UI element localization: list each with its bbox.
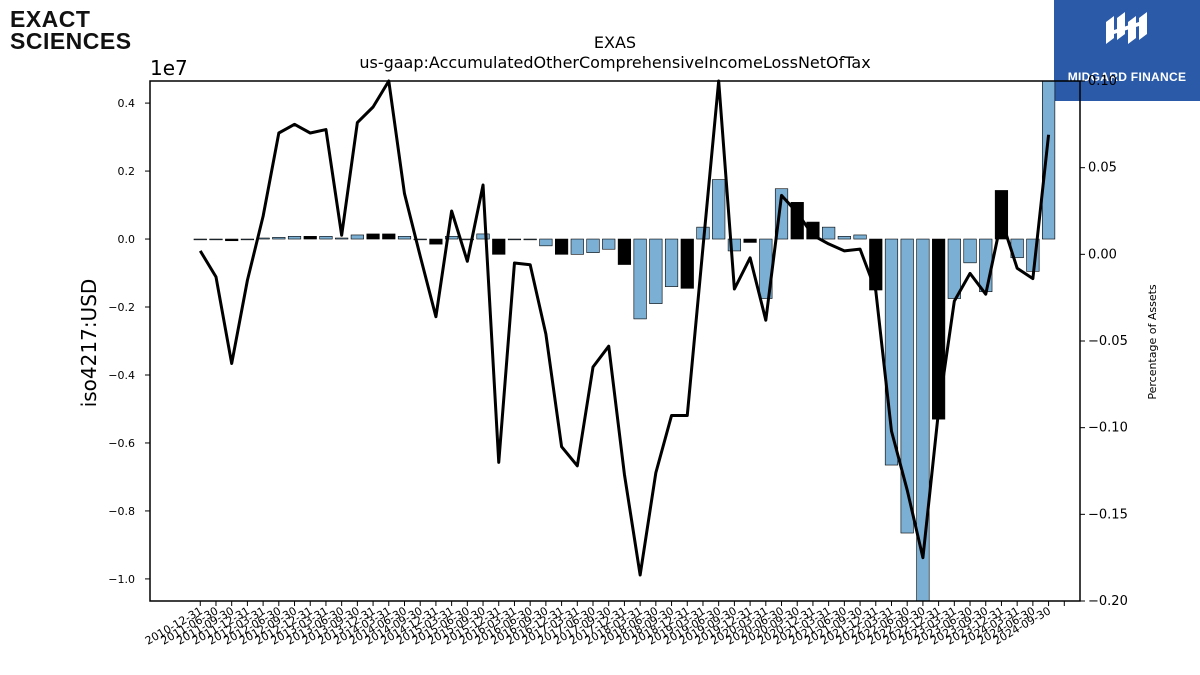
bar: [539, 238, 553, 247]
bar: [932, 238, 946, 420]
y2-axis-label: Percentage of Assets: [1146, 284, 1159, 400]
bar: [602, 238, 616, 250]
bar: [413, 238, 427, 241]
chart-subtitle: us-gaap:AccumulatedOtherComprehensiveInc…: [359, 53, 870, 72]
y-tick-label: −0.4: [108, 369, 135, 382]
bar: [680, 238, 694, 289]
bar: [350, 234, 364, 240]
y-tick-label: −1.0: [108, 573, 135, 586]
percentage-line-layer: [198, 79, 1051, 577]
bar: [303, 236, 317, 240]
midgard-finance-logo: MIDGARD FINANCE: [1054, 0, 1200, 101]
y-tick-label: −0.6: [108, 437, 135, 450]
bar: [287, 236, 302, 240]
y2-tick-label: −0.05: [1088, 334, 1128, 349]
y-tick-label: 0.0: [118, 233, 136, 246]
bar: [727, 238, 741, 252]
y2-tick-label: 0.05: [1088, 161, 1117, 176]
y2-tick-label: −0.15: [1088, 507, 1128, 522]
percentage-line: [198, 79, 1051, 577]
axes: 0.4 0.2 0.0 −0.2 −0.4 −0.6 −0.8 −1.0 0.10 0.05 0.0…: [108, 74, 1128, 648]
bar: [649, 238, 663, 304]
bar: [209, 238, 223, 241]
bar: [397, 236, 412, 240]
bar: [445, 236, 459, 240]
bar: [979, 238, 993, 293]
y-axis-label: iso4217:USD: [77, 279, 101, 408]
bar: [507, 238, 522, 241]
y-tick-label: −0.8: [108, 505, 135, 518]
y2-tick-label: 0.00: [1088, 247, 1117, 262]
bar: [225, 238, 239, 242]
bar: [382, 233, 396, 240]
logo-line-2: SCIENCES: [10, 28, 132, 54]
bar: [900, 238, 914, 534]
y2-tick-label: −0.10: [1088, 421, 1128, 436]
exact-sciences-logo: EXACT SCIENCES: [10, 6, 132, 54]
bar: [240, 238, 254, 241]
bar: [335, 237, 349, 240]
bar: [947, 238, 961, 299]
bar: [193, 238, 207, 241]
bar: [272, 237, 286, 240]
y-tick-label: 0.4: [118, 97, 136, 110]
y-tick-label: 0.2: [118, 165, 136, 178]
bar: [523, 238, 537, 241]
bar: [476, 233, 490, 240]
bar: [586, 238, 600, 253]
logo-line-1: EXACT: [10, 6, 91, 32]
y-offset-text: 1e7: [150, 56, 188, 80]
bar: [712, 179, 726, 240]
bar: [492, 238, 506, 255]
bar: [429, 238, 443, 245]
bar: [837, 236, 851, 240]
bar: [570, 238, 584, 255]
chart-title: EXAS: [594, 33, 636, 52]
y2-tick-label: −0.20: [1088, 594, 1128, 609]
bars: [193, 80, 1056, 602]
y-tick-label: −0.2: [108, 301, 135, 314]
bar: [617, 238, 632, 265]
bar: [664, 238, 679, 287]
bar: [853, 234, 867, 240]
midgard-mark-icon: [1106, 12, 1147, 44]
y2-tick-label: 0.10: [1088, 74, 1117, 89]
midgard-finance-text: MIDGARD FINANCE: [1067, 70, 1187, 84]
bar: [366, 233, 380, 240]
bar: [554, 238, 569, 255]
bar: [1042, 80, 1056, 240]
bar: [822, 226, 836, 240]
bar: [963, 238, 977, 264]
bar: [319, 236, 333, 240]
bar: [633, 238, 647, 320]
bar: [743, 238, 757, 243]
bar: [806, 221, 820, 240]
